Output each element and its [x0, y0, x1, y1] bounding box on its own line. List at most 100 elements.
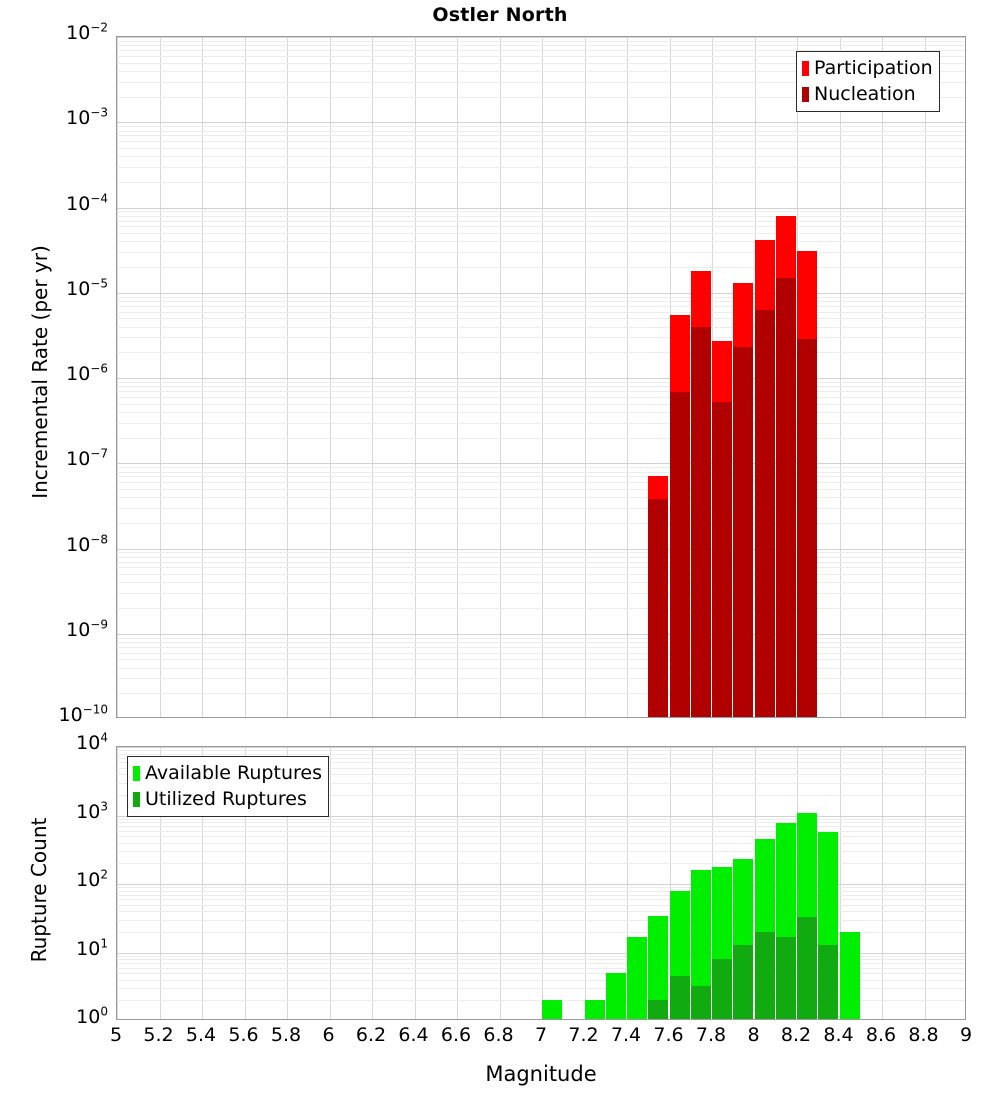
y-tick-label: 102: [76, 867, 108, 891]
y-axis-ticks-bottom: 104 103 102 101 100: [0, 0, 108, 1100]
gridline-vertical: [414, 747, 416, 1019]
legend-item-nucleation[interactable]: Nucleation: [802, 81, 933, 107]
gridline-vertical: [287, 37, 288, 717]
gridline-horizontal-minor: [117, 301, 965, 302]
x-tick-label: 8.8: [908, 1024, 939, 1046]
gridline-vertical: [669, 747, 671, 1019]
legend-label-available-ruptures: Available Ruptures: [145, 761, 322, 784]
bar-nucleation: [775, 277, 796, 717]
gridline-vertical: [924, 747, 926, 1019]
gridline-vertical: [627, 37, 628, 717]
gridline-vertical: [159, 747, 161, 1019]
bar-utilized-ruptures: [690, 986, 711, 1019]
x-tick-label: 7.6: [653, 1024, 684, 1046]
gridline-horizontal-major: [117, 37, 965, 38]
gridline-vertical: [202, 747, 203, 1019]
gridline-horizontal-minor: [117, 404, 965, 405]
x-tick-label: 7.2: [568, 1024, 599, 1046]
gridline-horizontal-minor: [117, 226, 965, 227]
gridline-vertical: [882, 747, 883, 1019]
gridline-vertical: [499, 747, 501, 1019]
x-tick-label: 7: [534, 1024, 548, 1046]
gridline-horizontal-minor: [117, 758, 965, 759]
gridline-horizontal-minor: [117, 221, 965, 222]
bar-nucleation: [712, 402, 733, 717]
gridline-horizontal-minor: [117, 126, 965, 127]
x-tick-label: 8.4: [823, 1024, 854, 1046]
gridline-horizontal-minor: [117, 45, 965, 46]
gridline-horizontal-minor: [117, 831, 965, 832]
bar-utilized-ruptures: [775, 936, 796, 1019]
gridline-horizontal-minor: [117, 397, 965, 398]
gridline-horizontal-minor: [117, 233, 965, 234]
x-axis-label: Magnitude: [485, 1062, 597, 1086]
gridline-horizontal-minor: [117, 795, 965, 796]
x-tick-label: 8.2: [780, 1024, 812, 1046]
bar-utilized-ruptures: [648, 1000, 669, 1019]
gridline-vertical: [882, 37, 883, 717]
bar-available-ruptures: [648, 916, 669, 1019]
gridline-vertical: [839, 37, 841, 717]
gridline-horizontal-minor: [117, 562, 965, 563]
gridline-horizontal-minor: [117, 211, 965, 212]
y-tick-label: 10−7: [66, 446, 108, 471]
gridline-horizontal-minor: [117, 508, 965, 509]
gridline-horizontal-minor: [117, 391, 965, 392]
gridline-horizontal-minor: [117, 71, 965, 72]
gridline-horizontal-minor: [117, 1000, 965, 1001]
y-tick-label: 10−6: [66, 361, 108, 385]
gridline-horizontal-minor: [117, 891, 965, 892]
gridline-horizontal-minor: [117, 252, 965, 253]
x-tick-label: 5: [109, 1024, 123, 1046]
gridline-horizontal-minor: [117, 141, 965, 142]
gridline-vertical: [372, 747, 373, 1019]
legend-label-participation: Participation: [814, 56, 933, 79]
gridline-vertical: [457, 747, 458, 1019]
legend-label-utilized-ruptures: Utilized Ruptures: [145, 787, 307, 810]
gridline-horizontal-minor: [117, 608, 965, 609]
bar-nucleation: [690, 326, 711, 717]
y-tick-label: 10−3: [66, 105, 108, 130]
gridline-horizontal-minor: [117, 887, 965, 888]
x-tick-label: 6.6: [440, 1024, 472, 1046]
gridline-horizontal-minor: [117, 956, 965, 957]
gridline-vertical: [159, 37, 161, 717]
gridline-horizontal-minor: [117, 382, 965, 383]
gridline-horizontal-minor: [117, 148, 965, 149]
gridline-horizontal-minor: [117, 386, 965, 387]
gridline-horizontal-minor: [117, 653, 965, 654]
gridline-vertical: [839, 747, 841, 1019]
bar-utilized-ruptures: [754, 931, 775, 1019]
gridline-horizontal-minor: [117, 557, 965, 558]
bar-nucleation: [669, 392, 690, 717]
bar-utilized-ruptures: [818, 944, 839, 1019]
bar-available-ruptures: [690, 870, 711, 1019]
legend-label-nucleation: Nucleation: [814, 82, 916, 105]
gridline-horizontal-minor: [117, 63, 965, 64]
legend-item-utilized-ruptures[interactable]: Utilized Ruptures: [133, 786, 322, 812]
gridline-horizontal-major: [117, 747, 965, 748]
y-axis-label-bottom: Rupture Count: [27, 817, 51, 963]
legend-item-available-ruptures[interactable]: Available Ruptures: [133, 760, 322, 786]
available-ruptures-swatch-icon: [133, 765, 140, 781]
gridline-horizontal-minor: [117, 182, 965, 183]
x-tick-label: 6.2: [355, 1024, 387, 1046]
gridline-horizontal-major: [117, 549, 965, 550]
gridline-horizontal-minor: [117, 297, 965, 298]
utilized-ruptures-swatch-icon: [133, 791, 140, 807]
legend-item-participation[interactable]: Participation: [802, 55, 933, 81]
gridline-horizontal-major: [117, 463, 965, 464]
gridline-horizontal-minor: [117, 968, 965, 969]
gridline-horizontal-minor: [117, 843, 965, 844]
y-tick-label: 100: [76, 1004, 108, 1028]
gridline-horizontal-minor: [117, 920, 965, 921]
gridline-horizontal-minor: [117, 423, 965, 424]
gridline-horizontal-minor: [117, 895, 965, 896]
gridline-horizontal-minor: [117, 476, 965, 477]
x-tick-label: 5.8: [270, 1024, 302, 1046]
gridline-horizontal-minor: [117, 826, 965, 827]
gridline-horizontal-minor: [117, 678, 965, 679]
x-tick-label: 6.8: [483, 1024, 514, 1046]
gridline-horizontal-minor: [117, 659, 965, 660]
gridline-vertical: [924, 37, 926, 717]
